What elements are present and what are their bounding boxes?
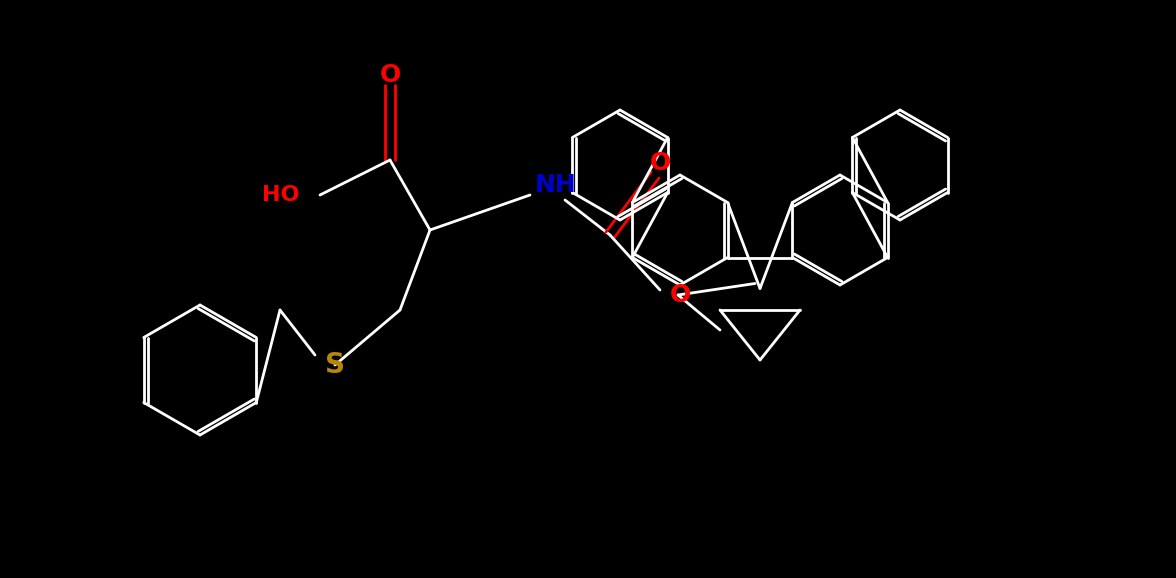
Text: NH: NH <box>535 173 576 197</box>
Text: O: O <box>670 283 691 307</box>
Text: O: O <box>649 151 670 175</box>
Text: S: S <box>325 351 345 379</box>
Text: HO: HO <box>262 185 300 205</box>
Text: O: O <box>380 63 401 87</box>
